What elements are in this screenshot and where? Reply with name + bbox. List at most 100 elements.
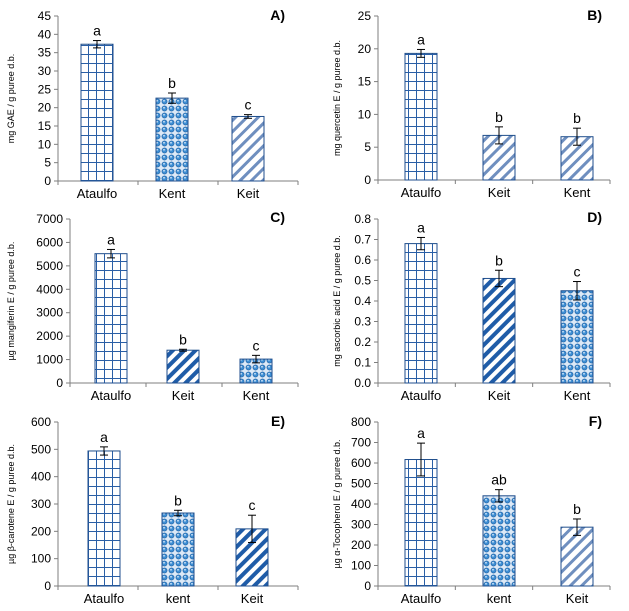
y-tick-label: 30 [38,64,52,78]
y-tick-label: 0 [56,376,63,390]
y-tick-label: 0.4 [354,294,371,308]
y-axis-label: µg β-carotene E / g puree d.b. [6,444,16,564]
y-axis-label: mg GAE / g puree d.b. [6,54,16,144]
y-tick-label: 45 [38,9,52,23]
significance-letter: b [573,501,581,517]
bar-keit [166,349,200,384]
significance-letter: a [417,219,425,235]
y-tick-label: 6000 [36,235,63,249]
y-tick-label: 7000 [36,212,63,226]
panel-label: E) [271,413,285,429]
y-tick-label: 0.3 [354,315,371,329]
category-label: Keit [488,185,511,200]
panel-label: C) [270,209,285,225]
category-label: Ataulfo [91,388,131,403]
y-tick-label: 35 [38,46,52,60]
y-tick-label: 500 [31,442,51,456]
chart-panel-b: 0 5 10 15 20 25 a Ataulfo b Keit b Kent B) mg quercet… [332,7,611,200]
y-tick-label: 0.5 [354,274,371,288]
y-tick-label: 300 [351,518,371,532]
panel-label: F) [589,413,602,429]
category-label: Kent [243,388,270,403]
category-label: Keit [172,388,195,403]
category-label: Ataulfo [84,591,124,606]
y-tick-label: 1000 [36,353,63,367]
y-tick-label: 20 [358,42,372,56]
y-tick-label: 10 [358,107,372,121]
y-tick-label: 0 [364,579,371,593]
significance-letter: a [107,231,115,247]
bar-kent [161,512,195,587]
significance-letter: c [574,264,581,280]
y-tick-label: 25 [38,82,52,96]
category-label: Keit [241,591,264,606]
category-label: Ataulfo [77,186,117,201]
chart-panel-a: 0 5 10 15 20 25 30 35 40 45 a Ataulfo b Kent c Keit A) mg… [6,7,299,201]
bar-ataulfo [404,52,438,181]
y-tick-label: 200 [31,524,51,538]
y-tick-label: 400 [31,470,51,484]
y-axis-label: mg quercetin E / g puree d.b. [332,40,342,156]
significance-letter: b [573,110,581,126]
significance-letter: a [417,425,425,441]
bar-ataulfo [404,459,438,587]
category-label: Keit [237,186,260,201]
category-label: Keit [488,388,511,403]
y-tick-label: 300 [31,497,51,511]
panel-label: D) [587,209,602,225]
bar-keit [482,277,516,384]
category-label: kent [166,591,191,606]
y-tick-label: 4000 [36,282,63,296]
y-tick-label: 0.8 [354,212,371,226]
y-tick-label: 0.0 [354,376,371,390]
y-tick-label: 5 [364,140,371,154]
significance-letter: a [417,31,425,47]
y-tick-label: 15 [38,119,52,133]
bar-kent [482,495,516,587]
significance-letter: a [93,23,101,39]
y-axis-label: µg α-Tocopherol E / g puree d.b. [332,440,342,569]
y-tick-label: 100 [31,552,51,566]
y-tick-label: 0 [44,579,51,593]
panel-label: A) [270,7,285,23]
y-tick-label: 400 [351,497,371,511]
category-label: Ataulfo [401,185,441,200]
y-tick-label: 700 [351,436,371,450]
y-axis-label: µg mangiferin E / g puree d.b. [6,242,16,361]
category-label: Ataulfo [401,591,441,606]
y-tick-label: 0.7 [354,233,371,247]
category-label: Kent [564,388,591,403]
significance-letter: c [249,497,256,513]
bar-ataulfo [94,253,128,384]
category-label: Kent [564,185,591,200]
bar-ataulfo [87,450,121,587]
panel-label: B) [587,7,602,23]
chart-panel-e: 0 100 200 300 400 500 600 a Ataulfo b kent c Keit E) µ… [6,413,299,606]
y-tick-label: 500 [351,477,371,491]
y-tick-label: 40 [38,27,52,41]
significance-letter: c [253,337,260,353]
significance-letter: b [495,252,503,268]
bar-ataulfo [80,43,114,182]
bar-kent [560,290,594,384]
significance-letter: b [495,109,503,125]
significance-letter: b [174,492,182,508]
category-label: kent [487,591,512,606]
category-label: Kent [159,186,186,201]
y-tick-label: 2000 [36,329,63,343]
y-tick-label: 5000 [36,259,63,273]
category-label: Keit [566,591,589,606]
significance-letter: c [245,97,252,113]
y-tick-label: 100 [351,559,371,573]
y-tick-label: 0 [44,174,51,188]
significance-letter: ab [491,472,507,488]
bar-kent [155,97,189,182]
bar-keit [560,526,594,587]
significance-letter: a [100,429,108,445]
y-tick-label: 600 [31,415,51,429]
y-tick-label: 25 [358,9,372,23]
chart-panel-f: 0 100 200 300 400 500 600 700 800 a Ataulfo ab kent b… [332,413,611,606]
y-tick-label: 10 [38,137,52,151]
category-label: Ataulfo [401,388,441,403]
